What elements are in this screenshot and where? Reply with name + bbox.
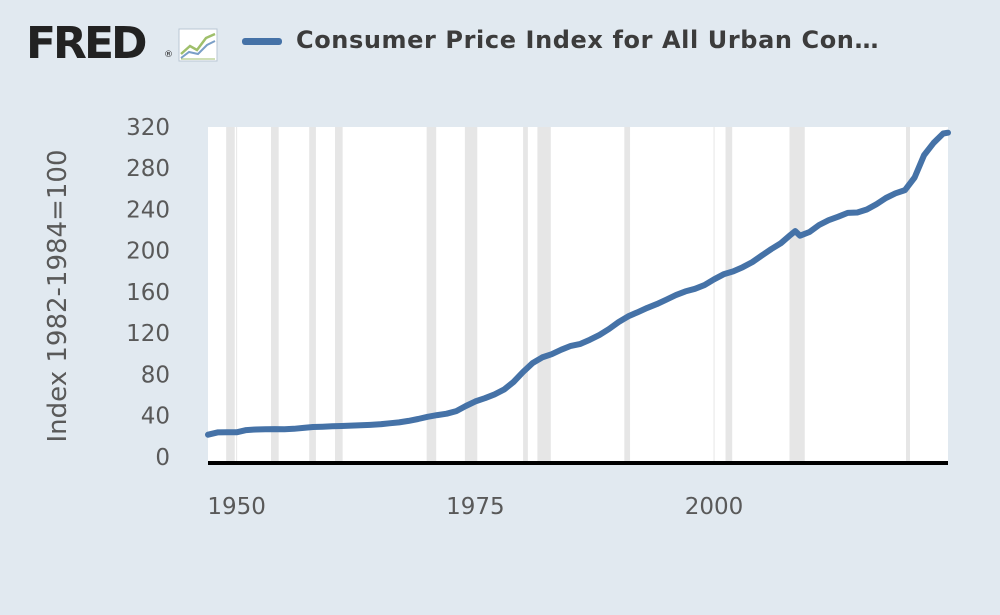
y-tick-label: 200: [126, 239, 170, 265]
x-tick-labels: 1950 1975 2000: [207, 494, 743, 520]
recession-band: [464, 127, 478, 463]
recession-band: [426, 127, 437, 463]
x-gridlines: [236, 127, 715, 463]
recession-band: [789, 127, 805, 463]
recession-band: [271, 127, 279, 463]
x-tick-label: 1975: [446, 494, 505, 520]
registered-mark: ®: [164, 50, 173, 60]
y-tick-label: 320: [126, 115, 170, 141]
y-tick-label: 0: [155, 445, 170, 471]
recession-band: [725, 127, 733, 463]
y-axis-label: Index 1982-1984=100: [43, 150, 73, 443]
y-tick-label: 280: [126, 156, 170, 182]
recession-band: [226, 127, 235, 463]
recession-band: [537, 127, 551, 463]
series-line-cpi: [205, 129, 951, 438]
recession-band: [309, 127, 316, 463]
recession-band: [523, 127, 528, 463]
x-tick-label: 2000: [685, 494, 744, 520]
y-tick-labels: 0 40 80 120 160 200 240 280 320: [126, 115, 170, 471]
recession-band: [334, 127, 343, 463]
chart-header: FRED ® Consumer Price Index for All Urba…: [0, 0, 1000, 90]
y-tick-label: 120: [126, 321, 170, 347]
recession-band: [624, 127, 631, 463]
x-tick-label: 1950: [207, 494, 266, 520]
y-tick-label: 240: [126, 197, 170, 223]
y-tick-label: 80: [141, 362, 170, 388]
y-tick-label: 160: [126, 280, 170, 306]
fred-logo[interactable]: FRED: [26, 18, 148, 69]
plot-area: [208, 127, 948, 463]
line-chart-icon: [178, 28, 218, 62]
y-tick-label: 40: [141, 404, 170, 430]
legend-swatch: [242, 38, 282, 45]
recession-band: [905, 127, 910, 463]
recession-bands: [226, 127, 910, 463]
legend-label: Consumer Price Index for All Urban Con…: [296, 26, 880, 54]
